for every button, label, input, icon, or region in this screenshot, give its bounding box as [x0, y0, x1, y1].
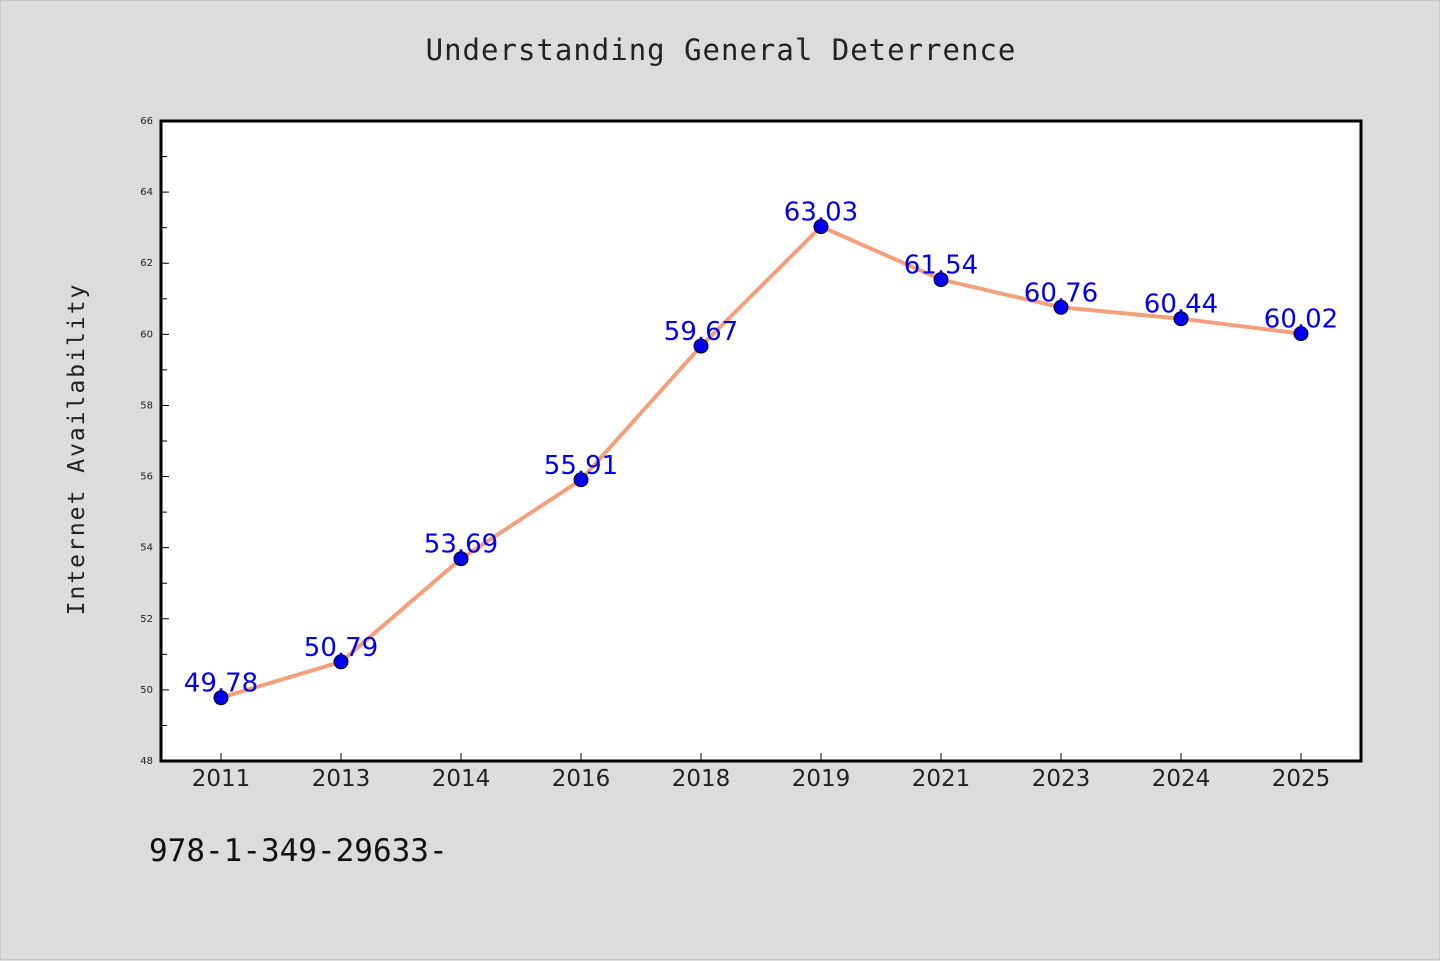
x-tick-label: 2021	[912, 766, 971, 792]
y-tick-label: 52	[140, 614, 153, 625]
data-label: 49.78	[184, 669, 258, 699]
data-point	[813, 219, 829, 235]
y-tick-label: 66	[140, 116, 153, 127]
data-point	[453, 551, 469, 567]
data-point	[1053, 299, 1069, 315]
x-tick-label: 2013	[312, 766, 371, 792]
y-tick-label: 54	[140, 543, 153, 554]
x-tick-label: 2014	[432, 766, 491, 792]
y-tick-label: 60	[140, 329, 153, 340]
footer-code: 978-1-349-29633-	[149, 833, 448, 869]
data-label: 59.67	[664, 317, 738, 347]
data-label: 55.91	[544, 451, 618, 481]
x-tick-label: 2016	[552, 766, 611, 792]
series-line	[219, 224, 1303, 700]
y-tick-label: 62	[140, 258, 153, 269]
data-point	[213, 690, 229, 706]
data-label: 50.79	[304, 633, 378, 663]
data-label: 60.76	[1024, 278, 1098, 308]
data-label: 61.54	[904, 251, 978, 281]
x-tick-label: 2023	[1032, 766, 1091, 792]
data-label: 60.44	[1144, 290, 1218, 320]
plot-border	[159, 119, 1363, 763]
y-tick-label: 50	[140, 685, 153, 696]
x-tick-label: 2024	[1152, 766, 1211, 792]
chart-title: Understanding General Deterrence	[425, 33, 1017, 67]
x-tick-label: 2025	[1272, 766, 1331, 792]
x-tick-label: 2018	[672, 766, 731, 792]
data-label: 60.02	[1264, 305, 1338, 335]
plot-area	[161, 121, 1361, 761]
y-tick-label: 48	[140, 756, 153, 767]
data-point	[333, 654, 349, 670]
data-point	[1173, 311, 1189, 327]
x-tick-label: 2011	[192, 766, 251, 792]
data-point	[933, 272, 949, 288]
y-tick-label: 58	[140, 400, 153, 411]
data-point	[693, 338, 709, 354]
data-point	[1293, 326, 1309, 342]
data-point	[573, 472, 589, 488]
y-tick-label: 56	[140, 472, 153, 483]
x-tick-label: 2019	[792, 766, 851, 792]
y-tick-label: 64	[140, 187, 153, 198]
data-label: 63.03	[784, 198, 858, 228]
data-label: 53.69	[424, 530, 498, 560]
